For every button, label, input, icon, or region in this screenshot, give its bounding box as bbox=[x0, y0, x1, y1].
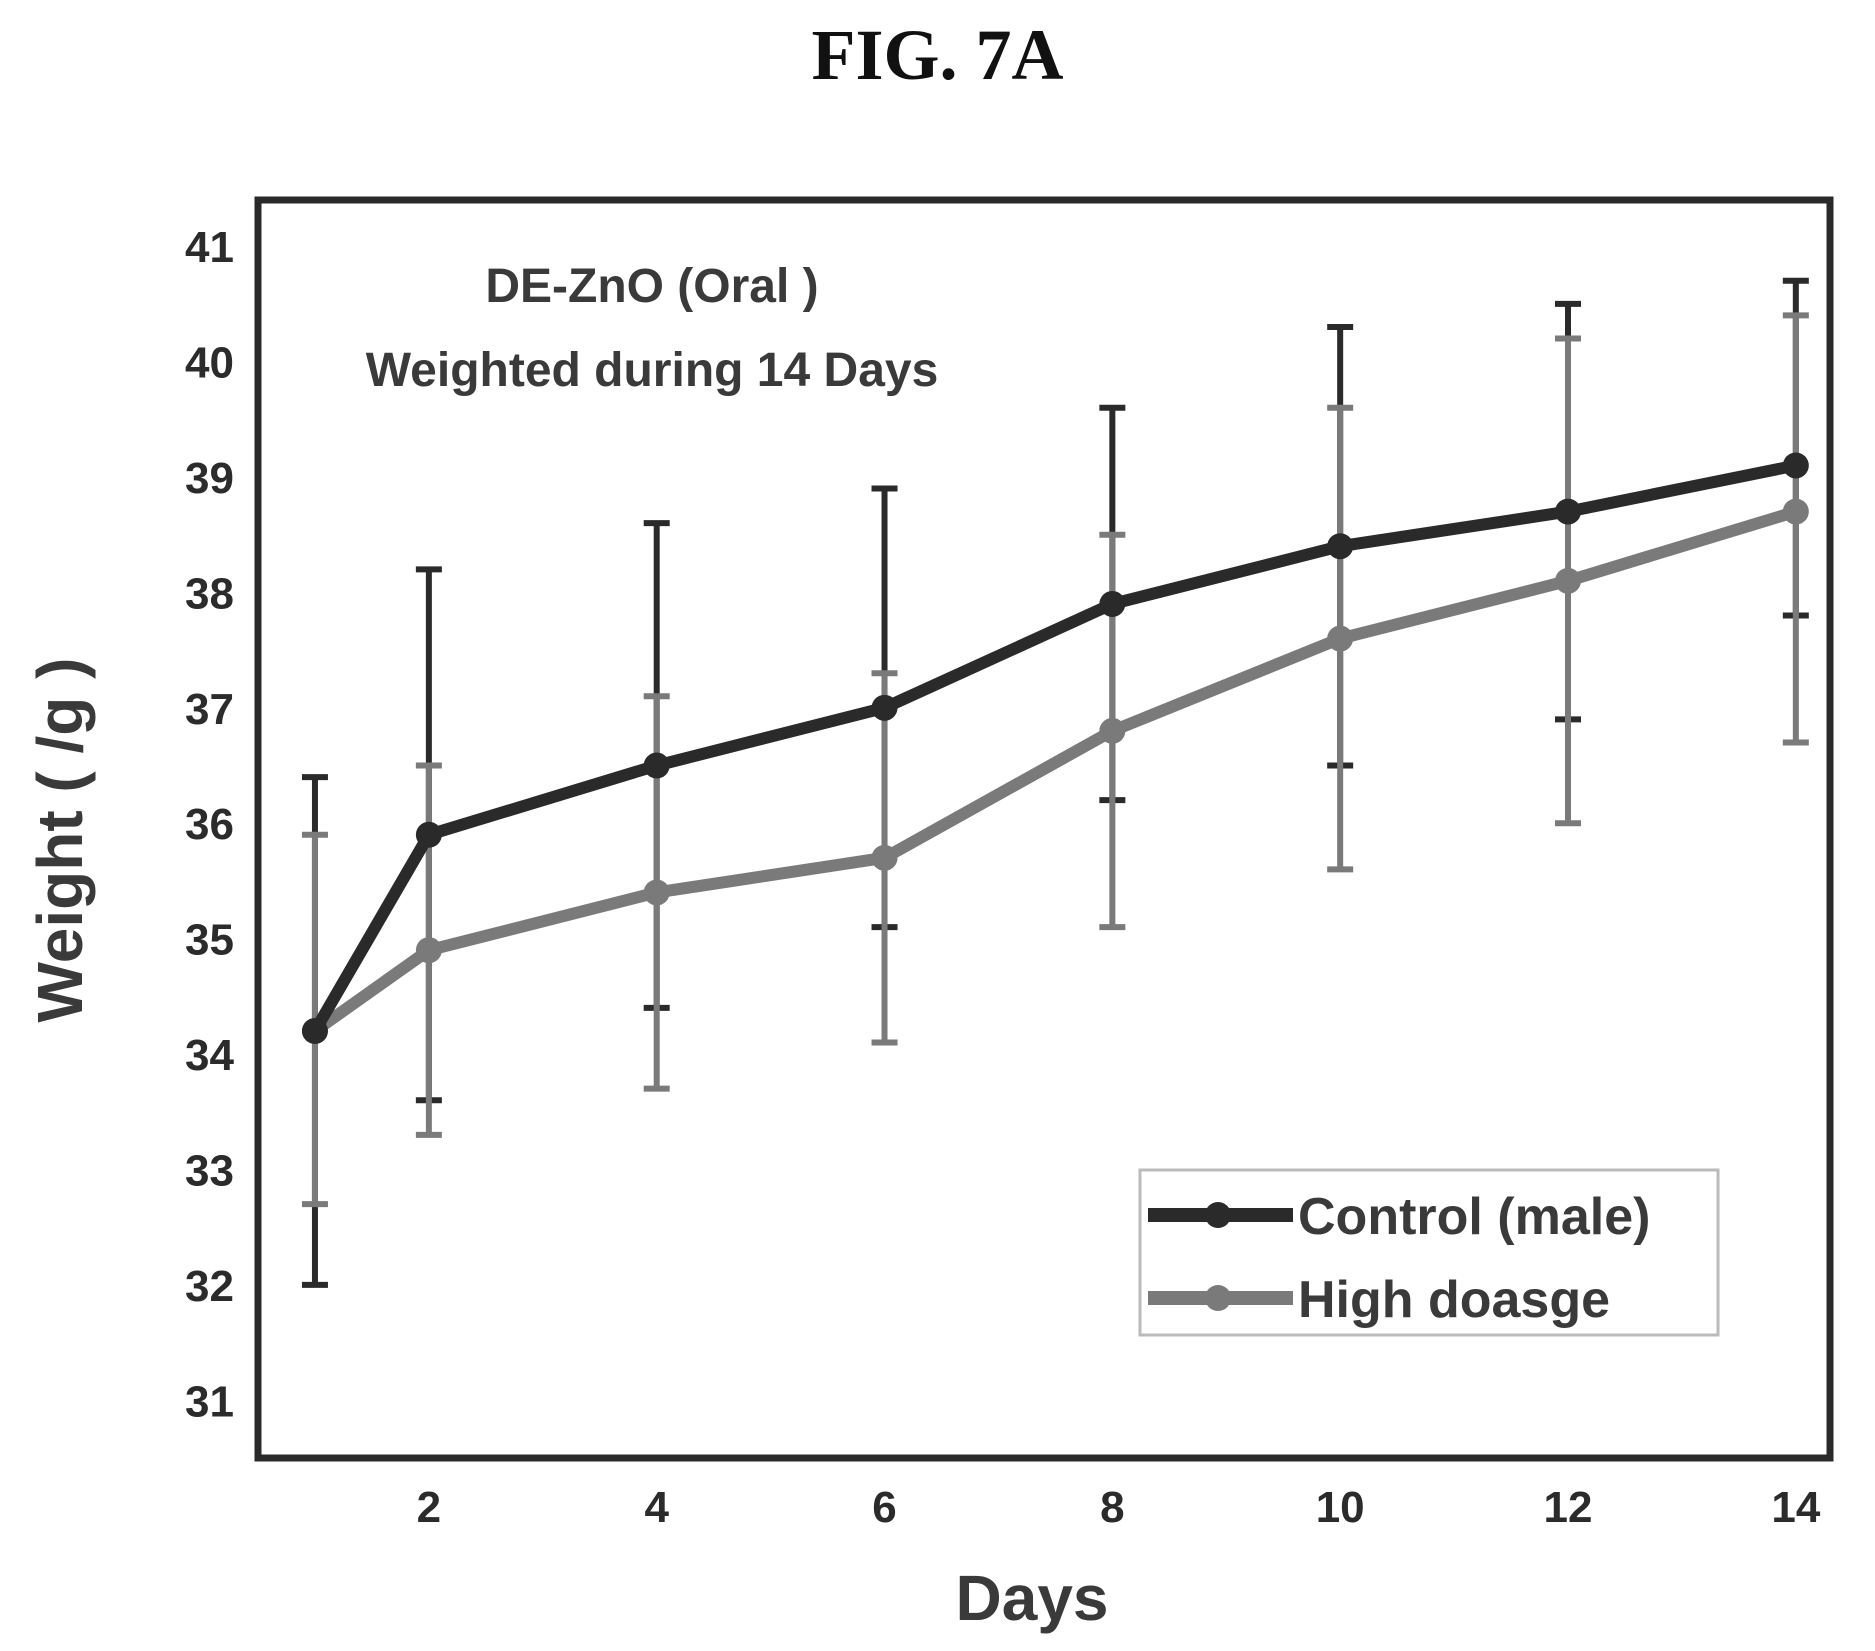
y-tick-label: 33 bbox=[185, 1146, 234, 1195]
data-point-series-2 bbox=[1327, 625, 1354, 652]
data-point-series-1 bbox=[643, 752, 670, 779]
x-tick-label: 14 bbox=[1771, 1483, 1820, 1532]
data-point-series-2 bbox=[1555, 567, 1581, 594]
legend-label-control: Control (male) bbox=[1298, 1188, 1650, 1246]
data-point-series-1 bbox=[1782, 452, 1809, 479]
x-tick-label: 10 bbox=[1316, 1483, 1365, 1532]
y-tick-labels: 31 32 33 34 35 36 37 38 39 40 41 bbox=[185, 223, 234, 1426]
y-tick-label: 40 bbox=[185, 339, 234, 388]
y-tick-label: 35 bbox=[185, 916, 234, 965]
legend-marker-control bbox=[1205, 1202, 1231, 1228]
data-point-series-1 bbox=[1555, 498, 1581, 525]
data-point-series-1 bbox=[301, 1017, 328, 1044]
data-point-series-1 bbox=[415, 821, 442, 848]
y-tick-label: 34 bbox=[185, 1031, 234, 1080]
legend-marker-high-dosage bbox=[1205, 1285, 1231, 1311]
data-point-series-1 bbox=[871, 694, 898, 721]
data-point-series-2 bbox=[871, 844, 898, 871]
data-point-series-2 bbox=[1099, 717, 1126, 744]
y-tick-label: 39 bbox=[185, 454, 234, 503]
y-tick-label: 38 bbox=[185, 569, 234, 618]
y-tick-label: 31 bbox=[185, 1377, 234, 1426]
series-layer bbox=[301, 277, 1809, 1288]
x-axis-label: Days bbox=[956, 1562, 1109, 1634]
legend-box bbox=[1138, 1168, 1720, 1337]
legend: Control (male) High doasge bbox=[1138, 1168, 1720, 1337]
y-tick-label: 32 bbox=[185, 1262, 234, 1311]
series-line-1 bbox=[309, 459, 1798, 1034]
legend-label-high-dosage: High doasge bbox=[1298, 1271, 1610, 1329]
data-point-series-2 bbox=[415, 937, 442, 964]
plot-frame bbox=[254, 196, 1834, 1462]
data-point-series-1 bbox=[1099, 590, 1126, 617]
annotation-line-2: Weighted during 14 Days bbox=[366, 344, 939, 397]
y-tick-label: 36 bbox=[185, 800, 234, 849]
x-tick-label: 8 bbox=[1100, 1483, 1124, 1532]
data-point-series-2 bbox=[643, 879, 670, 906]
x-tick-label: 2 bbox=[417, 1483, 441, 1532]
x-tick-label: 6 bbox=[872, 1483, 896, 1532]
annotation-line-1: DE-ZnO (Oral ) bbox=[485, 260, 818, 313]
data-point-series-2 bbox=[1782, 498, 1809, 525]
y-tick-label: 37 bbox=[185, 685, 234, 734]
x-tick-labels: 2 4 6 8 10 12 14 bbox=[417, 1483, 1821, 1532]
y-tick-label: 41 bbox=[185, 223, 234, 272]
y-axis-label: Weight ( /g ) bbox=[24, 658, 96, 1023]
x-tick-label: 4 bbox=[644, 1483, 669, 1532]
error-bars-series-1 bbox=[301, 277, 1809, 1288]
figure-title: FIG. 7A bbox=[811, 15, 1064, 95]
x-tick-label: 12 bbox=[1544, 1483, 1593, 1532]
data-point-series-1 bbox=[1327, 533, 1354, 560]
series-line-2 bbox=[311, 505, 1798, 1036]
